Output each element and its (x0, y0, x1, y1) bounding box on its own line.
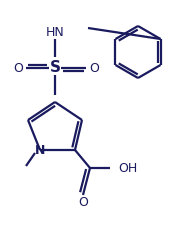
Text: N: N (35, 144, 45, 157)
Text: O: O (78, 196, 88, 209)
Text: HN: HN (46, 27, 64, 39)
Text: O: O (89, 61, 99, 75)
Text: O: O (13, 61, 23, 75)
Text: S: S (50, 60, 60, 76)
Text: OH: OH (118, 161, 137, 174)
